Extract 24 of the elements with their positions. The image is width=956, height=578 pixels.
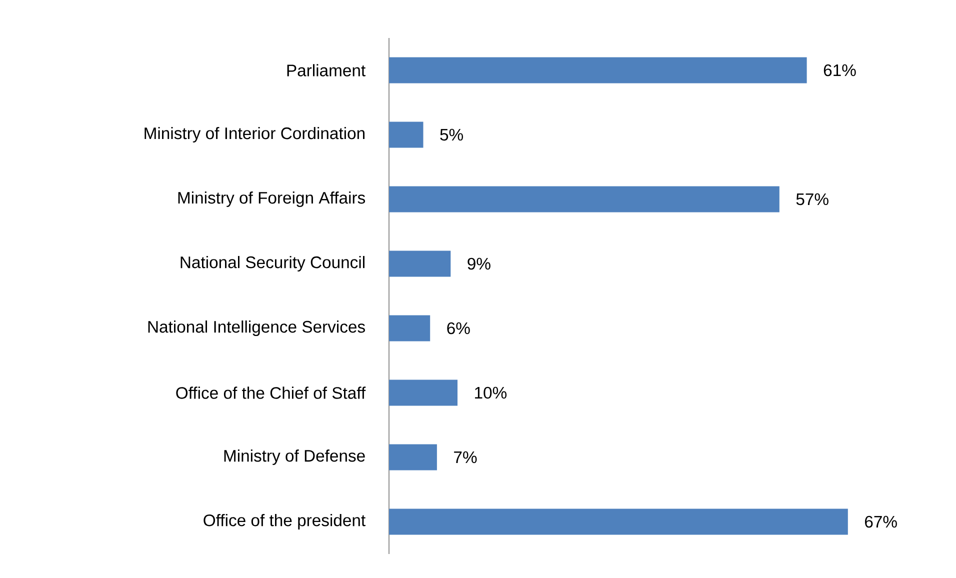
data-label: 5% bbox=[440, 128, 464, 141]
y-tick-label: Office of the president bbox=[204, 514, 366, 530]
bar bbox=[389, 444, 437, 470]
bar bbox=[389, 57, 807, 84]
data-label: 9% bbox=[468, 258, 490, 270]
data-label: 61% bbox=[824, 64, 856, 76]
y-tick-label: Ministry of Foreign Affairs bbox=[178, 191, 366, 208]
data-label: 67% bbox=[865, 516, 897, 528]
y-tick-label: Ministry of Interior Cordination bbox=[144, 126, 364, 143]
bar bbox=[389, 250, 451, 277]
y-tick-label: National Security Council bbox=[180, 256, 364, 272]
bar bbox=[389, 122, 424, 148]
data-label: 7% bbox=[454, 451, 477, 464]
data-label: 57% bbox=[796, 193, 828, 206]
bar bbox=[389, 186, 780, 212]
data-label: 6% bbox=[447, 322, 470, 334]
bar bbox=[389, 508, 848, 535]
y-tick-label: National Intelligence Services bbox=[148, 320, 365, 336]
y-tick-label: Ministry of Defense bbox=[224, 449, 365, 466]
y-tick-label: Parliament bbox=[287, 64, 366, 76]
data-label: 10% bbox=[475, 386, 507, 399]
bar bbox=[389, 315, 430, 342]
bar bbox=[389, 380, 458, 406]
y-tick-label: Office of the Chief of Staff bbox=[176, 386, 366, 399]
